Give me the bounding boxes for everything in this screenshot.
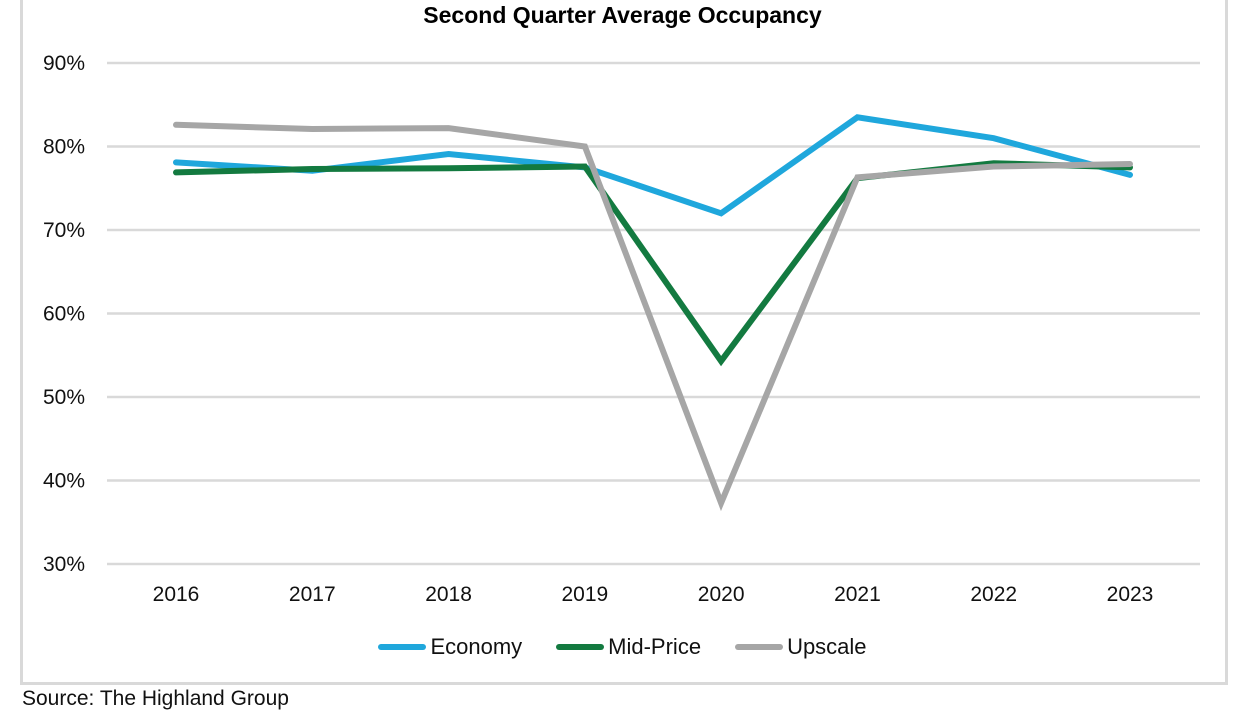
legend-item-upscale: Upscale [735,634,867,660]
legend-item-mid-price: Mid-Price [556,634,701,660]
x-tick-label: 2020 [698,583,745,606]
x-tick-label: 2018 [425,583,472,606]
legend-swatch [735,644,784,650]
y-tick-label: 70% [43,219,85,242]
gridlines [107,61,1200,566]
legend-label: Upscale [787,634,867,659]
legend-item-economy: Economy [378,634,522,660]
legend: Economy Mid-Price Upscale [0,634,1245,660]
legend-swatch [556,644,605,650]
series-lines [173,114,1133,512]
y-tick-label: 80% [43,136,85,159]
x-tick-label: 2023 [1107,583,1154,606]
x-axis-ticks: 2016 2017 2018 2019 2020 2021 2022 2023 [153,583,1154,606]
series-line-upscale [173,121,1133,512]
legend-label: Economy [430,634,523,659]
x-tick-label: 2022 [970,583,1017,606]
x-tick-label: 2019 [561,583,608,606]
x-tick-label: 2017 [289,583,336,606]
y-tick-label: 40% [43,470,85,493]
source-note: Source: The Highland Group [22,687,289,710]
y-tick-label: 60% [43,303,85,326]
y-tick-label: 30% [43,553,85,576]
legend-swatch [378,644,427,650]
y-axis-ticks: 30% 40% 50% 60% 70% 80% 90% [43,52,85,576]
chart-frame [20,0,1228,685]
y-tick-label: 90% [43,52,85,75]
y-tick-label: 50% [43,386,85,409]
x-tick-label: 2021 [834,583,881,606]
x-tick-label: 2016 [153,583,200,606]
legend-label: Mid-Price [608,634,702,659]
chart-title: Second Quarter Average Occupancy [423,2,822,28]
